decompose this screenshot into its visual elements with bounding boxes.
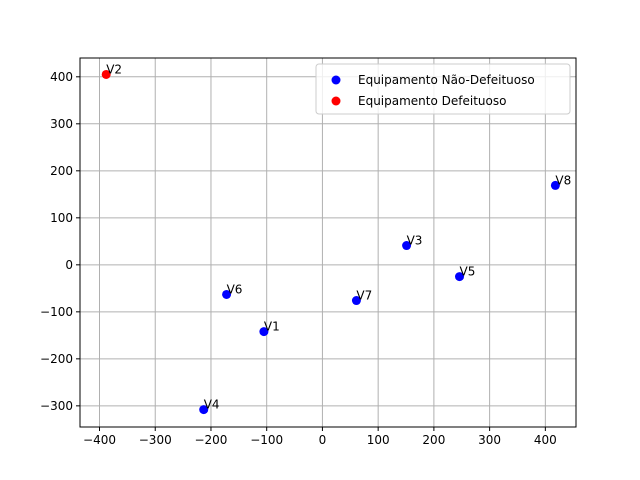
y-tick-label: 100	[50, 211, 73, 225]
data-point-v6	[222, 289, 232, 299]
x-tick-label: −100	[250, 433, 283, 447]
data-point-v5	[455, 272, 465, 282]
y-tick-label: 0	[65, 258, 73, 272]
plot-frame	[79, 57, 577, 428]
legend-entry-label: Equipamento Não-Defeituoso	[358, 73, 535, 87]
legend-entry-label: Equipamento Defeituoso	[358, 94, 506, 108]
x-tick-label: −400	[83, 433, 116, 447]
point-label-v6: V6	[227, 282, 243, 296]
y-tick-label: 200	[50, 164, 73, 178]
data-point-v2	[101, 69, 111, 79]
points-layer	[101, 69, 560, 415]
x-tick-label: 100	[367, 433, 390, 447]
point-label-v4: V4	[204, 398, 220, 412]
point-labels-layer: V1 V3 V4 V5 V6 V7 V8 V2	[106, 62, 571, 411]
y-tick-label: −100	[40, 305, 73, 319]
x-tick-label: 200	[422, 433, 445, 447]
legend-marker	[331, 96, 341, 106]
data-point-v3	[402, 241, 412, 251]
point-label-v2: V2	[106, 62, 122, 76]
x-tick-label: −300	[139, 433, 172, 447]
data-point-v1	[259, 327, 269, 337]
data-point-v4	[199, 405, 209, 415]
point-label-v8: V8	[555, 173, 571, 187]
y-tick-label: −200	[40, 352, 73, 366]
x-tick-label: −200	[194, 433, 227, 447]
x-tick-label: 300	[478, 433, 501, 447]
point-label-v7: V7	[356, 289, 372, 303]
ticks-layer: −400 −300 −200 −100 0 100 200 300 400 −300 −200 −10…	[40, 70, 557, 447]
x-tick-label: 0	[319, 433, 327, 447]
point-label-v1: V1	[264, 320, 280, 334]
legend: Equipamento Não-Defeituoso Equipamento De…	[315, 63, 571, 115]
point-label-v3: V3	[407, 234, 423, 248]
x-tick-label: 400	[534, 433, 557, 447]
y-tick-label: 300	[50, 117, 73, 131]
y-tick-label: 400	[50, 70, 73, 84]
legend-box	[315, 63, 571, 115]
data-point-v8	[550, 180, 560, 190]
legend-marker	[331, 75, 341, 85]
data-point-v7	[351, 296, 361, 306]
y-tick-label: −300	[40, 399, 73, 413]
point-label-v5: V5	[460, 265, 476, 279]
